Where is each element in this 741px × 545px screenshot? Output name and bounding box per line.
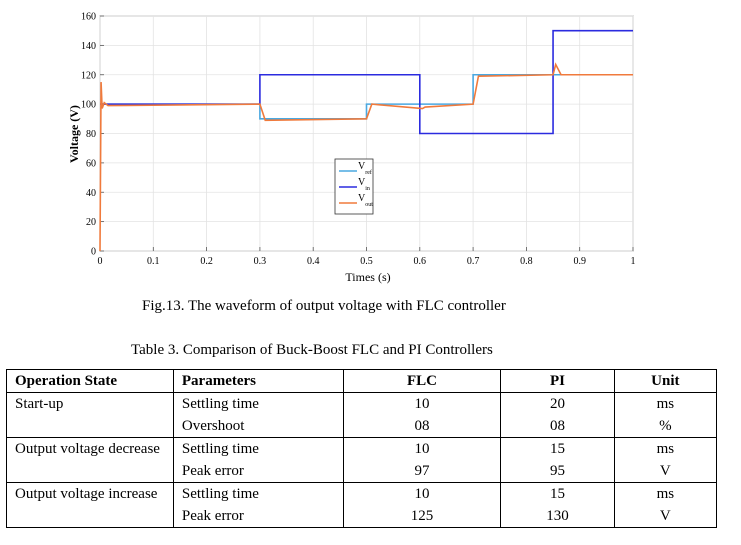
x-tick-label: 0.8: [520, 256, 533, 267]
y-tick-label: 140: [81, 41, 96, 52]
voltage-waveform-chart: 0 0.1 0.2 0.3 0.4 0.5 0.6 0.7 0.8 0.9 1 0 20 40 60 80 1…: [67, 12, 636, 285]
x-tick-label: 0.7: [467, 256, 480, 267]
y-tick-label: 20: [86, 217, 96, 228]
chart-legend: Vref Vin Vout: [334, 158, 374, 215]
legend-label-out: Vout: [358, 193, 373, 208]
cell-unit: ms: [613, 482, 718, 505]
table-header-row: Operation State Parameters FLC PI Unit: [6, 369, 718, 393]
cell-flc: 10: [342, 482, 502, 505]
cell-unit: ms: [613, 392, 718, 415]
cell-operation-state: [6, 415, 174, 438]
cell-unit: %: [613, 415, 718, 438]
table-row: Output voltage decrease Settling time 10…: [6, 437, 718, 460]
cell-parameter: Settling time: [172, 437, 344, 460]
series-line-in: [100, 29, 633, 135]
table-row: Start-up Settling time 10 20 ms: [6, 392, 718, 415]
cell-flc: 10: [342, 437, 502, 460]
table-row: Peak error 97 95 V: [6, 460, 718, 483]
x-axis-ticks: 0 0.1 0.2 0.3 0.4 0.5 0.6 0.7 0.8 0.9 1: [98, 247, 636, 267]
cell-parameter: Settling time: [172, 392, 344, 415]
x-tick-label: 0.5: [360, 256, 373, 267]
legend-label-in: Vin: [358, 177, 370, 192]
y-tick-label: 60: [86, 158, 96, 169]
cell-flc: 08: [342, 415, 502, 438]
y-tick-label: 100: [81, 100, 96, 111]
legend-label-ref: Vref: [358, 161, 372, 176]
cell-pi: 95: [500, 460, 615, 483]
header-flc: FLC: [342, 369, 502, 393]
header-parameters: Parameters: [172, 369, 344, 393]
header-operation-state: Operation State: [6, 369, 174, 393]
series-line-out: [99, 62, 633, 252]
cell-parameter: Overshoot: [172, 415, 344, 438]
y-tick-label: 40: [86, 188, 96, 199]
x-tick-label: 0.4: [307, 256, 320, 267]
cell-parameter: Settling time: [172, 482, 344, 505]
table-caption: Table 3. Comparison of Buck-Boost FLC an…: [131, 342, 493, 358]
header-unit: Unit: [613, 369, 718, 393]
x-axis-label: Times (s): [345, 270, 390, 284]
cell-pi: 130: [500, 505, 615, 528]
y-tick-label: 160: [81, 12, 96, 23]
cell-flc: 97: [342, 460, 502, 483]
x-tick-label: 0.2: [200, 256, 213, 267]
cell-pi: 08: [500, 415, 615, 438]
table-row: Peak error 125 130 V: [6, 505, 718, 528]
cell-parameter: Peak error: [172, 505, 344, 528]
cell-operation-state: Output voltage decrease: [6, 437, 174, 460]
table-row: Overshoot 08 08 %: [6, 415, 718, 438]
y-tick-label: 120: [81, 70, 96, 81]
cell-unit: V: [613, 460, 718, 483]
y-axis-ticks: 0 20 40 60 80 100 120 140 160: [81, 12, 104, 258]
x-tick-label: 0.1: [147, 256, 160, 267]
figure-caption: Fig.13. The waveform of output voltage w…: [142, 298, 506, 314]
cell-pi: 15: [500, 482, 615, 505]
x-tick-label: 0.9: [573, 256, 586, 267]
x-tick-label: 0.3: [254, 256, 267, 267]
cell-flc: 10: [342, 392, 502, 415]
comparison-table: Operation State Parameters FLC PI Unit S…: [6, 369, 718, 528]
cell-flc: 125: [342, 505, 502, 528]
cell-operation-state: Start-up: [6, 392, 174, 415]
chart-series: [99, 29, 633, 252]
header-pi: PI: [500, 369, 615, 393]
y-axis-label: Voltage (V): [67, 105, 81, 163]
cell-parameter: Peak error: [172, 460, 344, 483]
x-tick-label: 0: [98, 256, 103, 267]
y-tick-label: 80: [86, 129, 96, 140]
y-tick-label: 0: [91, 247, 96, 258]
cell-operation-state: [6, 460, 174, 483]
table-row: Output voltage increase Settling time 10…: [6, 482, 718, 505]
cell-unit: ms: [613, 437, 718, 460]
cell-operation-state: Output voltage increase: [6, 482, 174, 505]
cell-pi: 20: [500, 392, 615, 415]
x-tick-label: 1: [631, 256, 636, 267]
cell-pi: 15: [500, 437, 615, 460]
cell-unit: V: [613, 505, 718, 528]
cell-operation-state: [6, 505, 174, 528]
x-tick-label: 0.6: [414, 256, 427, 267]
